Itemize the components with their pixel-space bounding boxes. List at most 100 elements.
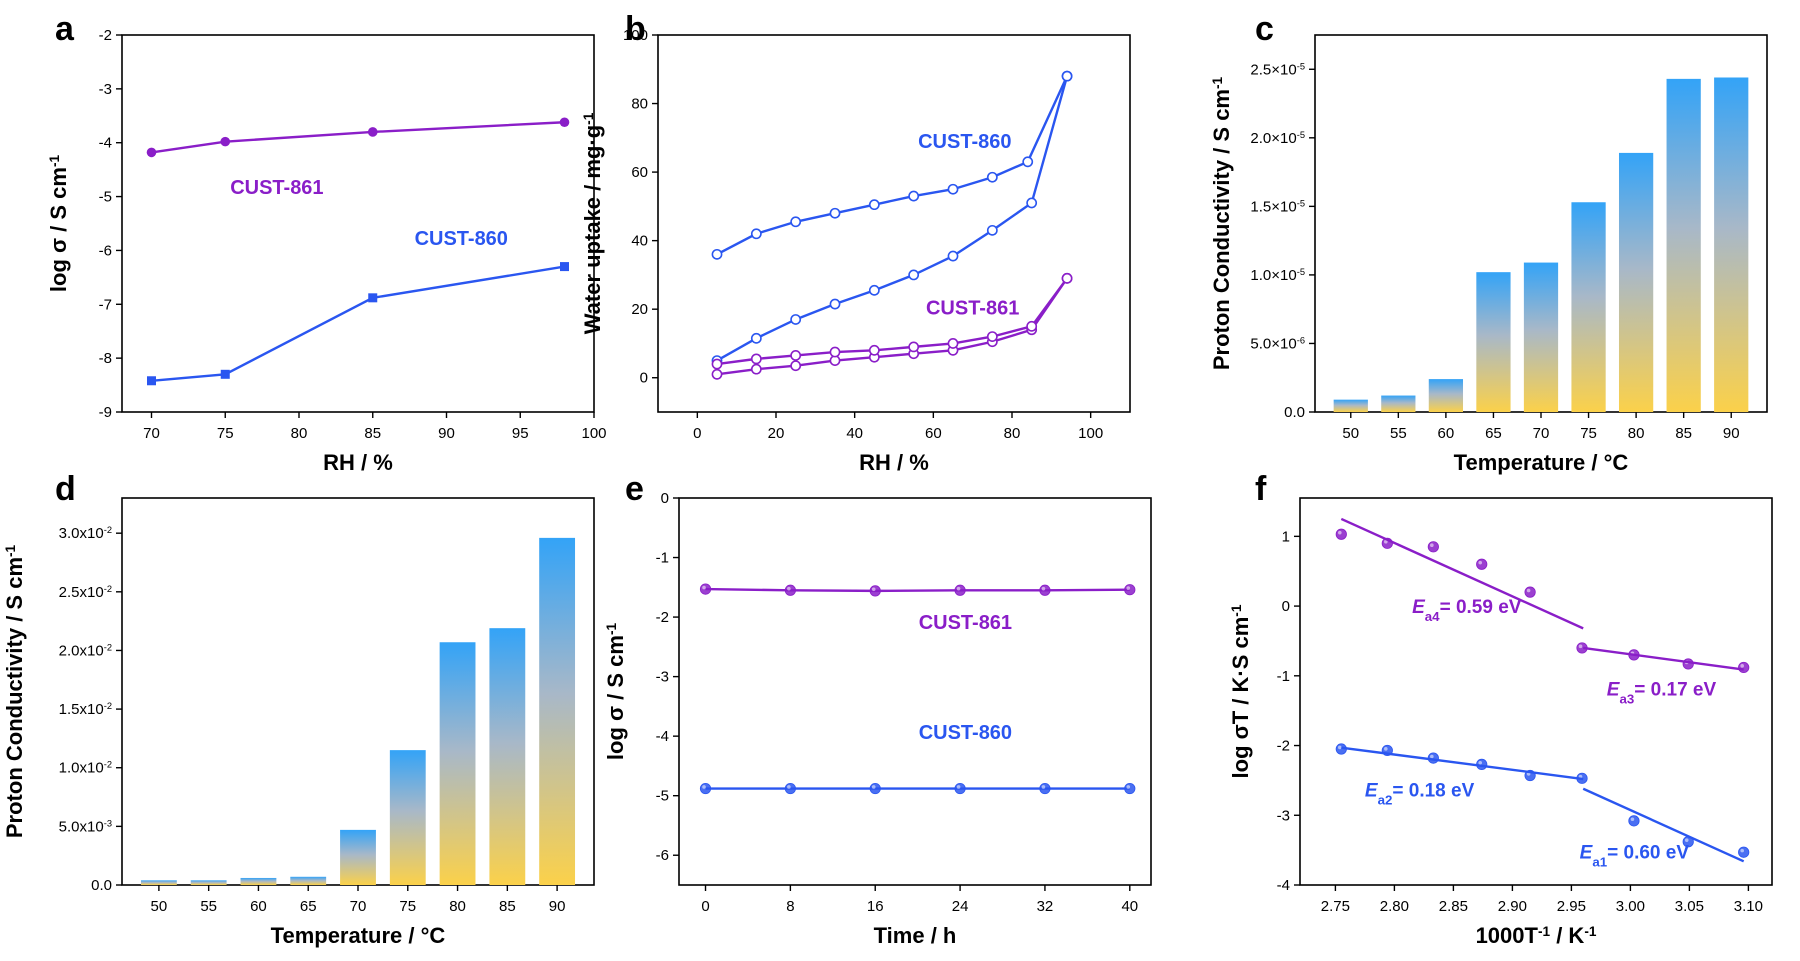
series-label: CUST-860 bbox=[919, 722, 1012, 744]
x-tick-label: 60 bbox=[925, 425, 942, 442]
x-tick-label: 2.80 bbox=[1380, 898, 1409, 915]
data-point-highlight bbox=[1740, 664, 1744, 668]
x-tick-label: 95 bbox=[512, 425, 529, 442]
activation-energy-label: Ea1= 0.60 eV bbox=[1580, 843, 1690, 870]
data-point bbox=[220, 136, 231, 147]
bar bbox=[389, 750, 426, 885]
x-tick-label: 60 bbox=[250, 898, 267, 915]
data-point bbox=[1026, 320, 1038, 332]
panel-letter: d bbox=[55, 470, 76, 508]
data-point bbox=[1427, 541, 1439, 553]
y-tick-label: 0 bbox=[661, 490, 669, 507]
series-line bbox=[151, 121, 565, 154]
y-tick-label: -2 bbox=[656, 609, 669, 626]
data-point bbox=[829, 207, 841, 219]
data-point-highlight bbox=[1478, 560, 1483, 565]
y-tick-label: -5 bbox=[99, 189, 112, 206]
series-label: CUST-861 bbox=[926, 297, 1019, 319]
x-tick-label: 50 bbox=[1342, 425, 1359, 442]
data-point bbox=[986, 224, 998, 236]
y-axis-title: log σ / S cm-1 bbox=[603, 622, 628, 760]
data-point bbox=[784, 782, 796, 795]
x-axis-title: RH / % bbox=[859, 450, 929, 475]
data-point bbox=[1039, 782, 1051, 795]
y-tick-label: -2 bbox=[1277, 738, 1290, 755]
data-point bbox=[750, 363, 762, 375]
data-point bbox=[711, 368, 723, 380]
y-tick-label: 2.5×10-5 bbox=[1250, 61, 1305, 78]
x-axis-title: 1000T-1 / K-1 bbox=[1476, 923, 1597, 948]
y-tick-label: 1.0x10-2 bbox=[59, 760, 112, 777]
y-tick-label: 0.0 bbox=[91, 877, 112, 894]
plot-frame bbox=[121, 34, 595, 413]
data-point bbox=[559, 117, 570, 128]
data-point bbox=[790, 360, 802, 372]
x-tick-label: 70 bbox=[143, 425, 160, 442]
series-line bbox=[716, 277, 1069, 376]
x-axis-title: Time / h bbox=[874, 923, 957, 948]
data-point bbox=[711, 358, 723, 370]
bar bbox=[1666, 78, 1701, 413]
data-point-highlight bbox=[702, 785, 706, 789]
data-point bbox=[1524, 586, 1536, 598]
data-point bbox=[1026, 197, 1038, 209]
x-tick-label: 65 bbox=[1485, 425, 1502, 442]
panel-letter: f bbox=[1255, 470, 1267, 508]
data-point-highlight bbox=[1384, 539, 1388, 544]
y-tick-label: -4 bbox=[656, 728, 669, 745]
fit-line bbox=[1583, 646, 1744, 671]
data-point bbox=[784, 584, 796, 596]
panel-letter: b bbox=[625, 10, 646, 48]
x-tick-label: 3.05 bbox=[1675, 898, 1704, 915]
y-tick-label: 5.0x10-3 bbox=[59, 818, 112, 835]
y-axis-title: Proton Conductivity / S cm-1 bbox=[2, 544, 27, 838]
x-axis-title: Temperature / °C bbox=[1454, 450, 1629, 475]
data-point bbox=[147, 376, 156, 386]
x-tick-label: 16 bbox=[867, 898, 884, 915]
data-point bbox=[750, 332, 762, 344]
series-label: CUST-860 bbox=[918, 131, 1011, 153]
x-tick-label: 50 bbox=[151, 898, 168, 915]
data-point-highlight bbox=[1630, 817, 1635, 822]
x-tick-label: 80 bbox=[449, 898, 466, 915]
bar bbox=[439, 642, 476, 885]
y-axis-title: Proton Conductivity / S cm-1 bbox=[1209, 76, 1234, 370]
x-tick-label: 90 bbox=[1723, 425, 1740, 442]
x-tick-label: 8 bbox=[786, 898, 794, 915]
data-point bbox=[220, 369, 230, 379]
data-point bbox=[908, 190, 920, 202]
data-point-highlight bbox=[956, 785, 961, 789]
x-tick-label: 2.75 bbox=[1321, 898, 1350, 915]
y-tick-label: -4 bbox=[99, 135, 112, 152]
y-tick-label: 2.0x10-2 bbox=[59, 642, 112, 659]
x-tick-label: 40 bbox=[1121, 898, 1138, 915]
data-point-highlight bbox=[1384, 747, 1388, 751]
x-tick-label: 75 bbox=[399, 898, 416, 915]
data-point-highlight bbox=[1338, 530, 1342, 535]
x-tick-label: 100 bbox=[1078, 425, 1103, 442]
data-point bbox=[908, 269, 920, 281]
x-axis-title: RH / % bbox=[323, 450, 393, 475]
panel-b: b 0 20 40 60 80 100 0 20 40 60 80 100 RH / % Water upt… bbox=[580, 10, 1131, 475]
data-point bbox=[954, 782, 966, 795]
x-tick-label: 65 bbox=[300, 898, 317, 915]
data-point bbox=[790, 216, 802, 228]
data-point bbox=[1039, 584, 1051, 596]
data-point bbox=[947, 183, 959, 195]
data-point bbox=[1061, 70, 1073, 82]
panel-a: a -9 -8 -7 -6 -5 -4 -3 -2 70 75 80 85 90 95 100 RH / % lo… bbox=[46, 10, 607, 475]
bar bbox=[1476, 272, 1511, 412]
data-point-highlight bbox=[1126, 586, 1131, 590]
series-label: CUST-861 bbox=[919, 612, 1012, 634]
fit-line bbox=[1582, 787, 1745, 863]
data-point bbox=[868, 199, 880, 211]
bar bbox=[190, 880, 227, 885]
data-point-highlight bbox=[1430, 754, 1434, 759]
panel-c: c 0.0 5.0×10-6 1.0×10-5 1.5×10-5 2.0×10-5 2.5×… bbox=[1209, 10, 1768, 475]
y-tick-label: -3 bbox=[99, 81, 112, 98]
x-tick-label: 40 bbox=[846, 425, 863, 442]
y-tick-label: -2 bbox=[99, 27, 112, 44]
activation-energy-label: Ea2= 0.18 eV bbox=[1365, 780, 1475, 807]
x-tick-label: 55 bbox=[200, 898, 217, 915]
data-point bbox=[868, 344, 880, 356]
